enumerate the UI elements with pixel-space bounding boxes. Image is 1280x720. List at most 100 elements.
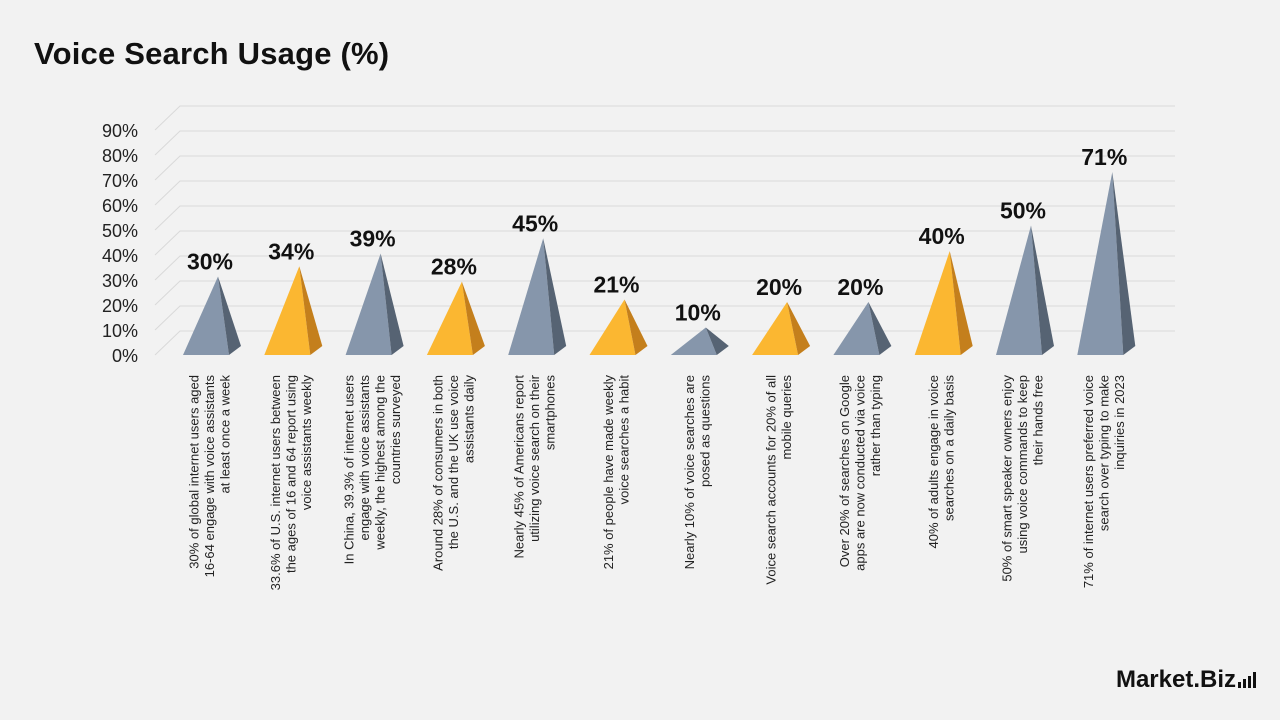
pyramid-front-face (589, 299, 636, 355)
grid-lines (154, 105, 1175, 356)
page-title: Voice Search Usage (%) (34, 36, 390, 71)
svg-text:Nearly 45% of Americans report: Nearly 45% of Americans reportutilizing … (512, 374, 558, 558)
y-tick-label: 20% (102, 296, 138, 316)
pyramid-front-face (508, 238, 555, 355)
bars (183, 171, 1136, 355)
data-label: 39% (350, 226, 396, 252)
category-label: 50% of smart speaker owners enjoyusing v… (1000, 375, 1046, 582)
y-tick-label: 0% (112, 346, 138, 366)
y-tick-label: 10% (102, 321, 138, 341)
y-tick-label: 30% (102, 271, 138, 291)
svg-text:21% of people have made weekly: 21% of people have made weeklyvoice sear… (601, 375, 632, 570)
pyramid-front-face (996, 225, 1042, 355)
data-labels: 30% 34% 39% 28% 45% 21% 10% 20% 20% 40% 50% 71% (187, 144, 1127, 326)
category-label: 30% of global internet users aged16-64 e… (187, 375, 233, 578)
svg-text:Around 28% of consumers in bot: Around 28% of consumers in boththe U.S. … (430, 375, 476, 571)
svg-text:71% of internet users preferre: 71% of internet users preferred voicesea… (1081, 375, 1127, 588)
svg-text:33.6% of U.S. internet users b: 33.6% of U.S. internet users betweenthe … (268, 375, 314, 591)
data-label: 71% (1081, 144, 1127, 170)
gridline (154, 105, 1175, 131)
pyramid-bar (264, 266, 323, 355)
category-label: Nearly 45% of Americans reportutilizing … (512, 374, 558, 558)
y-tick-label: 50% (102, 221, 138, 241)
gridline (154, 205, 1175, 231)
pyramid-side-face (380, 253, 404, 355)
data-label: 34% (268, 238, 314, 264)
pyramid-bar (426, 281, 485, 355)
pyramid-front-face (264, 266, 311, 355)
category-label: Nearly 10% of voice searches areposed as… (682, 375, 713, 570)
pyramid-side-face (868, 302, 892, 355)
pyramid-side-face (949, 251, 973, 355)
svg-text:Over 20% of searches on Google: Over 20% of searches on Googleapps are n… (837, 375, 883, 571)
data-label: 10% (675, 300, 721, 326)
svg-text:In China, 39.3% of internet us: In China, 39.3% of internet usersengage … (341, 375, 403, 565)
brand-logo-text: Market.Biz (1115, 666, 1236, 693)
gridline (154, 130, 1175, 156)
pyramid-front-face (833, 302, 880, 355)
category-label: 71% of internet users preferred voicesea… (1081, 375, 1127, 588)
data-label: 20% (837, 274, 883, 300)
category-label: Voice search accounts for 20% of allmobi… (763, 375, 794, 585)
y-tick-label: 40% (102, 246, 138, 266)
data-label: 40% (919, 223, 965, 249)
category-label: In China, 39.3% of internet usersengage … (341, 375, 403, 565)
pyramid-front-face (183, 276, 229, 355)
gridline (154, 305, 1175, 331)
data-label: 30% (187, 249, 233, 275)
pyramid-side-face (461, 281, 485, 355)
pyramid-bar (183, 276, 241, 355)
gridline (154, 280, 1175, 306)
pyramid-side-face (1031, 225, 1054, 355)
pyramid-front-face (752, 302, 799, 355)
gridline (154, 155, 1175, 181)
svg-text:30% of global internet users a: 30% of global internet users aged16-64 e… (187, 375, 233, 578)
category-label: 21% of people have made weeklyvoice sear… (601, 375, 632, 570)
y-axis-ticks: 0% 10% 20% 30% 40% 50% 60% 70% 80% 90% (102, 121, 138, 366)
pyramid-side-face (787, 302, 811, 355)
pyramid-front-face (670, 327, 717, 355)
pyramid-side-face (705, 327, 729, 355)
pyramid-bar (996, 225, 1054, 355)
pyramid-bar (508, 238, 567, 355)
pyramid-bar (1077, 171, 1136, 355)
gridline (154, 230, 1175, 256)
pyramid-bar (833, 302, 892, 355)
gridline (154, 330, 1175, 356)
category-labels: 30% of global internet users aged16-64 e… (187, 374, 1127, 590)
category-label: Over 20% of searches on Googleapps are n… (837, 375, 883, 571)
category-label: 40% of adults engage in voicesearches on… (926, 375, 957, 549)
signal-bars-icon (1238, 672, 1256, 688)
svg-text:40% of adults engage in voices: 40% of adults engage in voicesearches on… (926, 375, 957, 549)
category-label: 33.6% of U.S. internet users betweenthe … (268, 375, 314, 591)
y-tick-label: 70% (102, 171, 138, 191)
svg-text:50% of smart speaker owners en: 50% of smart speaker owners enjoyusing v… (1000, 375, 1046, 582)
pyramid-front-face (1077, 171, 1124, 355)
pyramid-side-face (218, 276, 241, 355)
svg-text:Voice search accounts for 20%: Voice search accounts for 20% of allmobi… (763, 375, 794, 585)
pyramid-bar (670, 327, 729, 355)
pyramid-side-face (1112, 171, 1136, 355)
pyramid-bar (345, 253, 404, 355)
data-label: 45% (512, 210, 558, 236)
pyramid-front-face (345, 253, 392, 355)
y-tick-label: 90% (102, 121, 138, 141)
brand-logo: Market.Biz (1116, 668, 1256, 692)
data-label: 21% (593, 271, 639, 297)
gridline (154, 180, 1175, 206)
pyramid-front-face (426, 281, 473, 355)
gridline (154, 255, 1175, 281)
y-tick-label: 80% (102, 146, 138, 166)
pyramid-side-face (624, 299, 648, 355)
pyramid-bar (914, 251, 973, 355)
pyramid-side-face (299, 266, 323, 355)
category-label: Around 28% of consumers in boththe U.S. … (430, 375, 476, 571)
pyramid-bar (752, 302, 811, 355)
y-tick-label: 60% (102, 196, 138, 216)
pyramid-bar (589, 299, 648, 355)
svg-text:Nearly 10% of voice searches a: Nearly 10% of voice searches areposed as… (682, 375, 713, 570)
data-label: 50% (1000, 198, 1046, 224)
data-label: 20% (756, 274, 802, 300)
pyramid-front-face (914, 251, 961, 355)
